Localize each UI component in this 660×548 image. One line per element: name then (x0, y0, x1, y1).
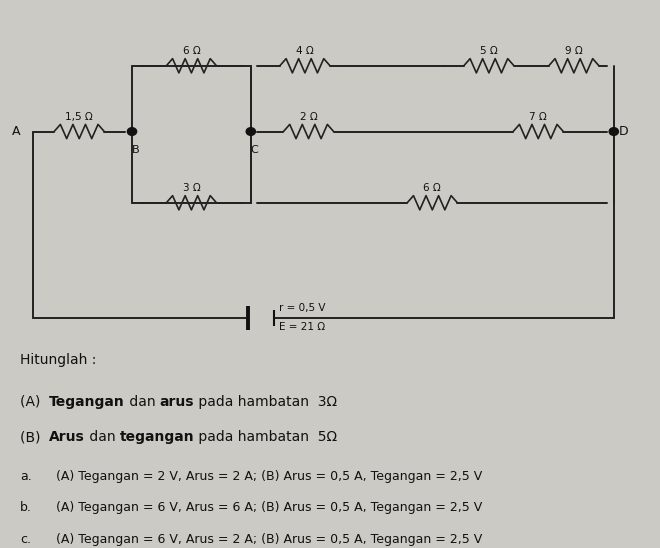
Text: a.: a. (20, 470, 32, 483)
Text: (A) Tegangan = 2 V, Arus = 2 A; (B) Arus = 0,5 A, Tegangan = 2,5 V: (A) Tegangan = 2 V, Arus = 2 A; (B) Arus… (56, 470, 482, 483)
Text: 2 Ω: 2 Ω (300, 112, 317, 122)
Text: 6 Ω: 6 Ω (183, 46, 200, 56)
Text: 3 Ω: 3 Ω (183, 183, 200, 193)
Text: Hitunglah :: Hitunglah : (20, 353, 96, 368)
Circle shape (609, 128, 618, 135)
Text: arus: arus (160, 395, 194, 409)
Text: E = 21 Ω: E = 21 Ω (279, 322, 325, 332)
Text: 4 Ω: 4 Ω (296, 46, 314, 56)
Text: tegangan: tegangan (120, 430, 195, 444)
Text: A: A (13, 125, 20, 138)
Text: dan: dan (84, 430, 120, 444)
Text: 5 Ω: 5 Ω (480, 46, 498, 56)
Text: (B): (B) (20, 430, 49, 444)
Text: Arus: Arus (49, 430, 84, 444)
Text: C: C (250, 145, 258, 155)
Text: 6 Ω: 6 Ω (424, 183, 441, 193)
Text: c.: c. (20, 533, 31, 546)
Text: b.: b. (20, 501, 32, 515)
Text: (A) Tegangan = 6 V, Arus = 6 A; (B) Arus = 0,5 A, Tegangan = 2,5 V: (A) Tegangan = 6 V, Arus = 6 A; (B) Arus… (56, 501, 482, 515)
Text: 1,5 Ω: 1,5 Ω (65, 112, 93, 122)
Text: D: D (619, 125, 628, 138)
Text: (A) Tegangan = 6 V, Arus = 2 A; (B) Arus = 0,5 A, Tegangan = 2,5 V: (A) Tegangan = 6 V, Arus = 2 A; (B) Arus… (56, 533, 482, 546)
Text: B: B (131, 145, 139, 155)
Text: pada hambatan  3Ω: pada hambatan 3Ω (194, 395, 337, 409)
Text: dan: dan (125, 395, 160, 409)
Text: (A): (A) (20, 395, 49, 409)
Text: 9 Ω: 9 Ω (565, 46, 583, 56)
Circle shape (246, 128, 255, 135)
Text: Tegangan: Tegangan (49, 395, 125, 409)
Text: r = 0,5 V: r = 0,5 V (279, 304, 325, 313)
Text: 7 Ω: 7 Ω (529, 112, 547, 122)
Text: pada hambatan  5Ω: pada hambatan 5Ω (195, 430, 337, 444)
Circle shape (127, 128, 137, 135)
